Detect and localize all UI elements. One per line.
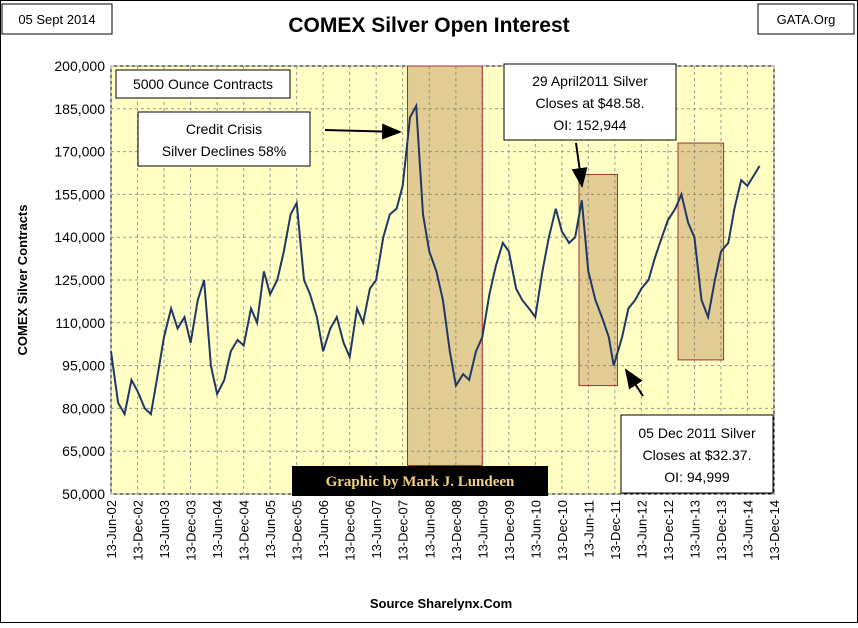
x-tick-label: 13-Jun-02 [104, 500, 119, 559]
y-tick-label: 185,000 [54, 101, 105, 117]
arrow [571, 142, 588, 188]
annotation: Silver Declines 58% [162, 143, 287, 159]
y-tick-label: 140,000 [54, 229, 105, 245]
x-tick-label: 13-Jun-08 [422, 500, 437, 559]
arrow [324, 123, 402, 140]
highlight [407, 65, 483, 466]
x-tick-label: 13-Dec-12 [661, 500, 676, 561]
source-box [757, 3, 855, 35]
y-tick-label: 170,000 [54, 144, 105, 160]
y-tick-label: 125,000 [54, 272, 105, 288]
data-line [110, 102, 761, 417]
x-tick-label: 13-Jun-04 [210, 500, 225, 559]
x-tick-label: 13-Dec-08 [449, 500, 464, 561]
annotation: OI: 152,944 [553, 117, 626, 133]
annotation: Closes at $48.58. [536, 95, 645, 111]
x-tick-label: 13-Dec-13 [714, 500, 729, 561]
annotation-box [137, 111, 311, 167]
y-tick-label: 155,000 [54, 186, 105, 202]
x-tick-label: 13-Dec-06 [343, 500, 358, 561]
x-tick-label: 13-Jun-14 [740, 500, 755, 559]
chart-title: COMEX Silver Open Interest [288, 14, 569, 37]
units-box [115, 69, 291, 99]
credit: Graphic by Mark J. Lundeen [326, 474, 515, 490]
date-label: 05 Sept 2014 [18, 12, 95, 27]
highlight [677, 142, 725, 361]
x-tick-label: 13-Dec-02 [131, 500, 146, 561]
date-box [1, 3, 113, 35]
annotation: Closes at $32.37. [643, 447, 752, 463]
x-tick-label: 13-Dec-14 [767, 500, 782, 561]
arrow [624, 368, 644, 397]
x-tick-label: 13-Jun-07 [369, 500, 384, 559]
annotation: OI: 94,999 [664, 469, 730, 485]
source-tag: GATA.Org [777, 12, 836, 27]
y-tick-label: 95,000 [62, 358, 105, 374]
units-note: 5000 Ounce Contracts [133, 76, 273, 92]
annotation: Credit Crisis [186, 121, 262, 137]
x-tick-label: 13-Jun-03 [157, 500, 172, 559]
y-tick-label: 80,000 [62, 400, 105, 416]
x-tick-label: 13-Dec-04 [237, 500, 252, 561]
x-tick-label: 13-Dec-09 [502, 500, 517, 561]
annotation-box [620, 414, 774, 494]
x-tick-label: 13-Dec-11 [608, 500, 623, 560]
y-tick-label: 50,000 [62, 486, 105, 502]
x-tick-label: 13-Jun-11 [581, 500, 596, 558]
x-axis-label: Source Sharelynx.Com [370, 596, 512, 611]
x-tick-label: 13-Jun-09 [475, 500, 490, 559]
x-tick-label: 13-Jun-10 [528, 500, 543, 559]
x-tick-label: 13-Dec-10 [555, 500, 570, 561]
x-tick-label: 13-Jun-06 [316, 500, 331, 559]
x-tick-label: 13-Jun-05 [263, 500, 278, 559]
x-tick-label: 13-Jun-12 [634, 500, 649, 559]
x-tick-label: 13-Jun-13 [687, 500, 702, 559]
x-tick-label: 13-Dec-07 [396, 500, 411, 561]
annotation-box [503, 63, 677, 141]
annotation: 29 April2011 Silver [532, 73, 648, 89]
y-tick-label: 110,000 [55, 315, 105, 331]
y-tick-label: 200,000 [54, 58, 105, 74]
x-tick-label: 13-Dec-03 [184, 500, 199, 561]
y-axis-label: COMEX Silver Contracts [15, 205, 30, 356]
annotation: 05 Dec 2011 Silver [638, 425, 756, 441]
credit-box [292, 466, 548, 496]
y-tick-label: 65,000 [62, 443, 105, 459]
x-tick-label: 13-Dec-05 [290, 500, 305, 561]
